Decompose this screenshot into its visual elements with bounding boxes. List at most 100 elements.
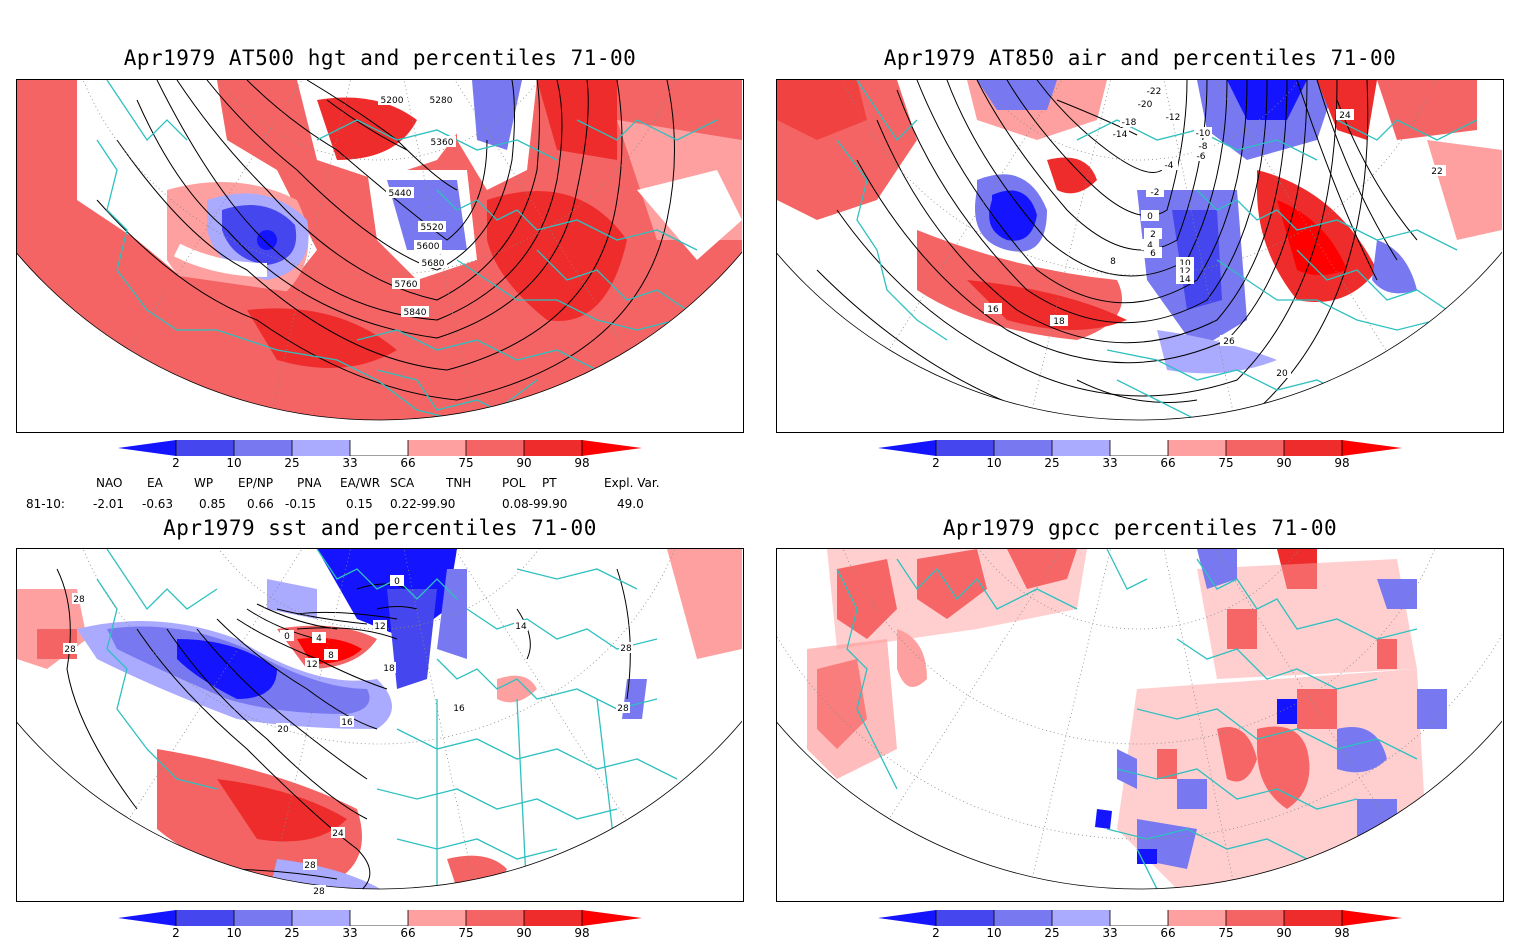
contour-label: 12 [1179, 267, 1190, 277]
colorbar-tick: 10 [226, 926, 242, 940]
contour-label: 5360 [431, 138, 454, 148]
contour-label: 26 [1223, 337, 1235, 347]
colorbar-top-left: 2 10 25 33 66 75 90 98 [118, 440, 642, 470]
colorbar-tick: 98 [1334, 456, 1350, 470]
colorbar-tick: 33 [1102, 926, 1118, 940]
colorbar-tick: 33 [1102, 456, 1118, 470]
colorbar-tick: 25 [1044, 926, 1060, 940]
tc-header: EA [147, 476, 163, 490]
contour-label: 5760 [395, 280, 418, 290]
colorbar-tick: 66 [1160, 926, 1176, 940]
tc-header: WP [194, 476, 214, 490]
colorbar-tick: 10 [226, 456, 242, 470]
tc-header: PT [542, 476, 557, 490]
colorbar-tick: 75 [458, 926, 474, 940]
tc-header: NAO [96, 476, 123, 490]
contour-label: 24 [1339, 111, 1351, 121]
contour-label: 4 [1147, 241, 1153, 251]
contour-label: -4 [1165, 161, 1174, 171]
tc-value: -0.63 [142, 497, 174, 511]
colorbar-tick: 98 [574, 456, 590, 470]
colorbar-tick: 90 [516, 456, 532, 470]
contour-label: 10 [1179, 259, 1191, 269]
contour-label: 28 [73, 595, 85, 605]
tc-value: -2.01 [93, 497, 125, 511]
contour-label: 12 [374, 622, 385, 632]
contour-label: 12 [306, 660, 317, 670]
colorbar-tick: 66 [400, 926, 416, 940]
contour-label: 22 [1431, 167, 1442, 177]
contour-label: 8 [328, 651, 334, 661]
contour-label: 28 [304, 861, 316, 871]
colorbar-tick: 90 [1276, 926, 1292, 940]
contour-label: 5280 [430, 96, 453, 106]
colorbar-tick: 10 [986, 926, 1002, 940]
tc-value: 0.85 [199, 497, 226, 511]
colorbar-tick: 90 [1276, 456, 1292, 470]
colorbar-tick: 90 [516, 926, 532, 940]
contour-label: -20 [1138, 100, 1153, 110]
tc-header: EP/NP [238, 476, 274, 490]
colorbar-bottom-right: 2 10 25 33 66 75 90 98 [878, 910, 1402, 940]
contour-label: -6 [1197, 152, 1206, 162]
colorbar-tick: 75 [458, 456, 474, 470]
panel-title-1: Apr1979 AT500 hgt and percentiles 71-00 [123, 46, 637, 70]
contour-label: -8 [1199, 142, 1208, 152]
colorbar-tick: 33 [342, 926, 358, 940]
contour-label: 28 [620, 644, 632, 654]
tc-header: SCA [390, 476, 415, 490]
colorbar-bottom-left: 2 10 25 33 66 75 90 98 [118, 910, 642, 940]
contour-label: 16 [341, 718, 353, 728]
tc-header: EA/WR [340, 476, 381, 490]
tc-header: PNA [297, 476, 322, 490]
tc-value: 0.08-99.90 [502, 497, 568, 511]
colorbar-tick: 25 [284, 456, 300, 470]
contour-label: 0 [1147, 212, 1153, 222]
colorbar-tick: 75 [1218, 926, 1234, 940]
map-gpcc [776, 548, 1504, 902]
panel-title-3: Apr1979 sst and percentiles 71-00 [163, 516, 597, 540]
colorbar-tick: 2 [172, 926, 180, 940]
contour-label: 28 [617, 704, 629, 714]
colorbar-tick: 33 [342, 456, 358, 470]
map-at500-hgt: 5200 5280 5360 5440 5520 5600 5680 5760 … [16, 79, 744, 433]
contour-label: 2 [1150, 230, 1156, 240]
contour-label: 5840 [404, 308, 427, 318]
contour-label: 5440 [389, 189, 412, 199]
contour-label: 0 [284, 632, 290, 642]
contour-label: 5520 [421, 223, 444, 233]
contour-label: 28 [64, 645, 76, 655]
contour-label: 28 [313, 887, 325, 897]
colorbar-tick: 66 [1160, 456, 1176, 470]
contour-label: 5680 [422, 259, 445, 269]
colorbar-tick: 2 [932, 456, 940, 470]
colorbar-tick: 2 [172, 456, 180, 470]
contour-label: 4 [316, 634, 322, 644]
contour-label: -2 [1151, 188, 1160, 198]
map-at850-air: -22 -20 -18 -14 -12 -10 -8 -6 -4 -2 0 2 … [776, 79, 1504, 433]
contour-label: 14 [515, 622, 527, 632]
colorbar-top-right: 2 10 25 33 66 75 90 98 [878, 440, 1402, 470]
contour-label: 6 [1150, 249, 1156, 259]
contour-label: 18 [1053, 317, 1065, 327]
contour-label: -10 [1196, 129, 1211, 139]
contour-label: -18 [1122, 118, 1137, 128]
contour-label: 5600 [417, 242, 440, 252]
contour-label: 16 [453, 704, 465, 714]
contour-label: 24 [332, 829, 344, 839]
tc-header: Expl. Var. [604, 476, 660, 490]
colorbar-tick: 10 [986, 456, 1002, 470]
panel-title-4: Apr1979 gpcc percentiles 71-00 [942, 516, 1338, 540]
tc-header: TNH [446, 476, 472, 490]
tc-value: -0.15 [285, 497, 317, 511]
contour-label: -14 [1113, 130, 1128, 140]
colorbar-tick: 66 [400, 456, 416, 470]
contour-label: -22 [1147, 87, 1162, 97]
contour-label: 8 [1110, 257, 1116, 267]
map-sst: 0 0 4 12 8 12 16 18 20 24 28 28 28 28 28… [16, 548, 744, 902]
contour-label: 14 [1179, 275, 1191, 285]
colorbar-tick: 75 [1218, 456, 1234, 470]
tc-value: 0.66 [247, 497, 274, 511]
contour-label: 18 [383, 664, 395, 674]
colorbar-tick: 2 [932, 926, 940, 940]
